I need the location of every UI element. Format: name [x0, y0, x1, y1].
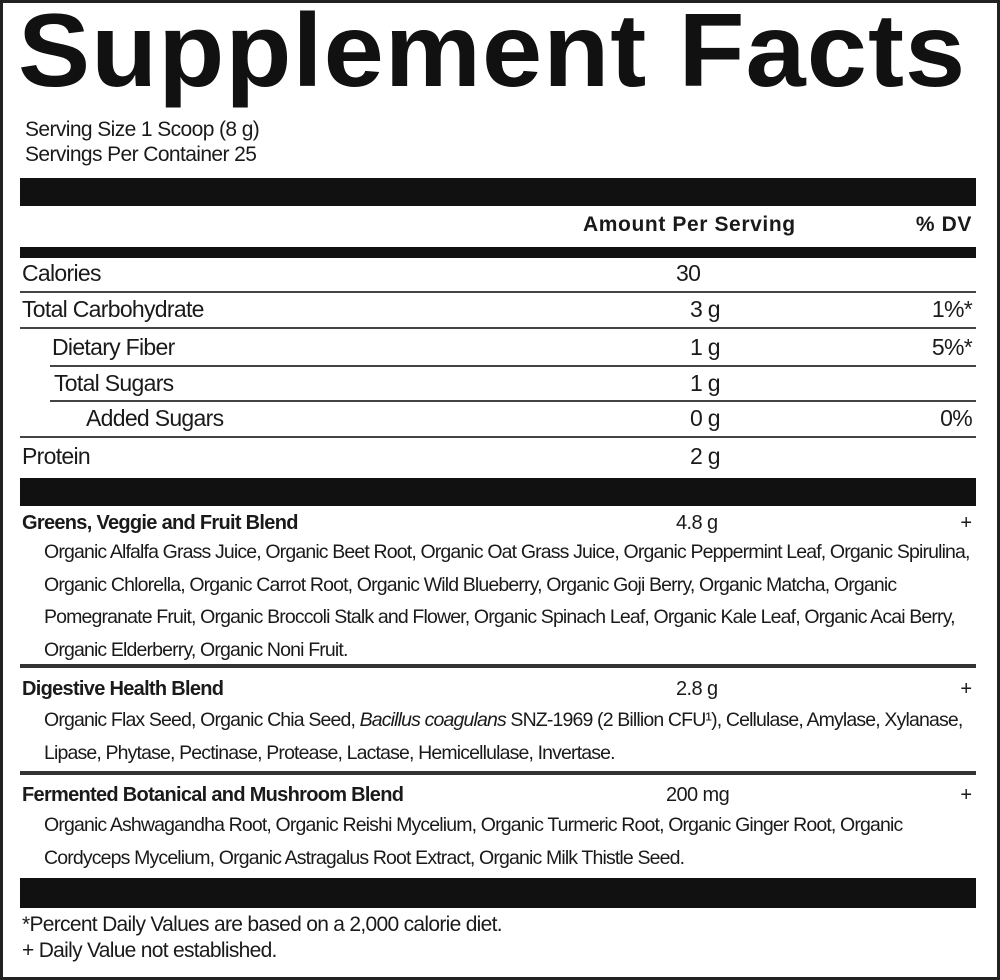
blend-name: Digestive Health Blend	[22, 678, 224, 700]
blend-amount: 4.8 g	[676, 512, 718, 534]
nutrient-amount: 1 g	[690, 334, 721, 360]
row-divider	[20, 327, 976, 329]
ingredients-text: SNZ-1969 (2 Billion CFU¹), Cellulase, Am…	[44, 709, 963, 764]
nutrient-label: Protein	[22, 443, 91, 469]
blend-amount: 200 mg	[666, 784, 730, 806]
nutrient-dv: 0%	[940, 405, 973, 431]
blend-amount: 2.8 g	[676, 678, 718, 700]
row-divider	[50, 365, 976, 367]
blend-dv: +	[960, 678, 972, 700]
serving-size: Serving Size 1 Scoop (8 g)	[25, 118, 260, 141]
ingredients-text: Organic Flax Seed, Organic Chia Seed,	[44, 709, 360, 731]
nutrient-amount: 1 g	[690, 370, 721, 396]
label-title: Supplement Facts	[18, 0, 967, 109]
nutrient-label: Dietary Fiber	[52, 334, 175, 360]
divider-bar	[20, 478, 976, 506]
probiotic-name: Bacillus coagulans	[359, 709, 507, 731]
nutrient-amount: 3 g	[690, 296, 721, 322]
servings-per-container: Servings Per Container 25	[25, 143, 257, 166]
divider-bar	[20, 878, 976, 908]
footnote-plus: + Daily Value not established.	[22, 939, 277, 962]
divider-bar	[20, 178, 976, 206]
blend-ingredients: Organic Alfalfa Grass Juice, Organic Bee…	[44, 541, 970, 661]
blend-ingredients: Organic Ashwagandha Root, Organic Reishi…	[44, 814, 903, 869]
nutrient-label: Added Sugars	[86, 405, 224, 431]
row-divider	[50, 400, 976, 402]
nutrient-amount: 30	[676, 260, 701, 286]
footnote-dv: *Percent Daily Values are based on a 2,0…	[22, 913, 503, 936]
divider-thick	[20, 247, 976, 258]
nutrient-amount: 0 g	[690, 405, 721, 431]
nutrient-label: Total Sugars	[54, 370, 174, 396]
blend-name: Fermented Botanical and Mushroom Blend	[22, 784, 404, 806]
nutrient-dv: 5%*	[931, 334, 973, 360]
nutrient-dv: 1%*	[931, 296, 973, 322]
amount-header: Amount Per Serving	[583, 213, 796, 236]
row-divider	[20, 291, 976, 293]
blend-name: Greens, Veggie and Fruit Blend	[22, 512, 298, 534]
blend-dv: +	[960, 512, 972, 534]
blend-divider	[20, 664, 976, 668]
row-divider	[20, 436, 976, 438]
blend-dv: +	[960, 784, 972, 806]
nutrient-label: Calories	[22, 260, 101, 286]
nutrient-label: Total Carbohydrate	[22, 296, 204, 322]
nutrient-amount: 2 g	[690, 443, 721, 469]
dv-header: % DV	[915, 213, 972, 236]
blend-divider	[20, 771, 976, 775]
blend-ingredients: Organic Flax Seed, Organic Chia Seed, Ba…	[44, 704, 979, 769]
